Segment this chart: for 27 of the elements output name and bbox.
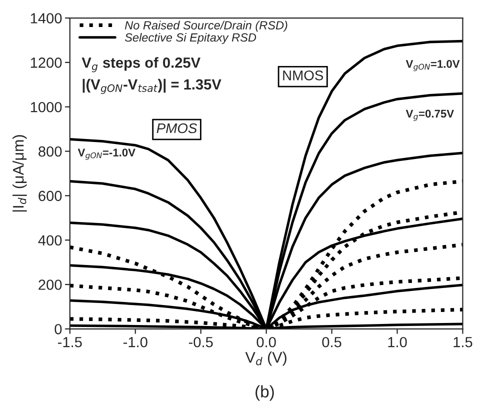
y-tick-label: 1200 [30,58,62,68]
y-tick-label: 400 [38,235,62,246]
legend-label: Selective Si Epitaxy RSD [124,32,256,44]
annotation: |(V$_{gON}$-V$_{tsat}$)| = 1.35V [82,78,222,94]
y-tick-label: 600 [38,190,62,202]
annotation: V$_{gON}$=1.0V [406,60,460,72]
x-tick-label: 1.5 [454,337,472,348]
annotation: V$_{g}$=0.75V [406,110,454,121]
annotation: NMOS [283,70,324,80]
x-tick-label: -1.5 [58,337,82,348]
text: (b) [256,385,274,401]
x-tick-label: 0.5 [322,336,342,348]
annotation: V$_{g}$ steps of 0.25V [82,57,200,72]
x-tick-label: -1.0 [123,336,148,348]
x-tick-label: 1.0 [388,336,407,348]
y-tick-label: 200 [38,280,62,290]
y-tick-label: 1400 [30,13,62,24]
y-tick-label: 1000 [30,102,62,112]
y-axis-title: |I$_{d}$| (μA/μm) [12,135,27,212]
y-tick-label: 800 [38,146,62,157]
x-axis-title: V$_{d}$ (V) [245,352,286,366]
annotation: V$_{gON}$=-1.0V [78,148,136,160]
y-tick-label: 0 [54,324,62,334]
x-tick-label: -0.5 [188,336,213,348]
x-tick-label: 0.0 [256,336,276,348]
legend-label: No Raised Source/Drain (RSD) [124,20,288,32]
annotation: PMOS [156,123,198,134]
